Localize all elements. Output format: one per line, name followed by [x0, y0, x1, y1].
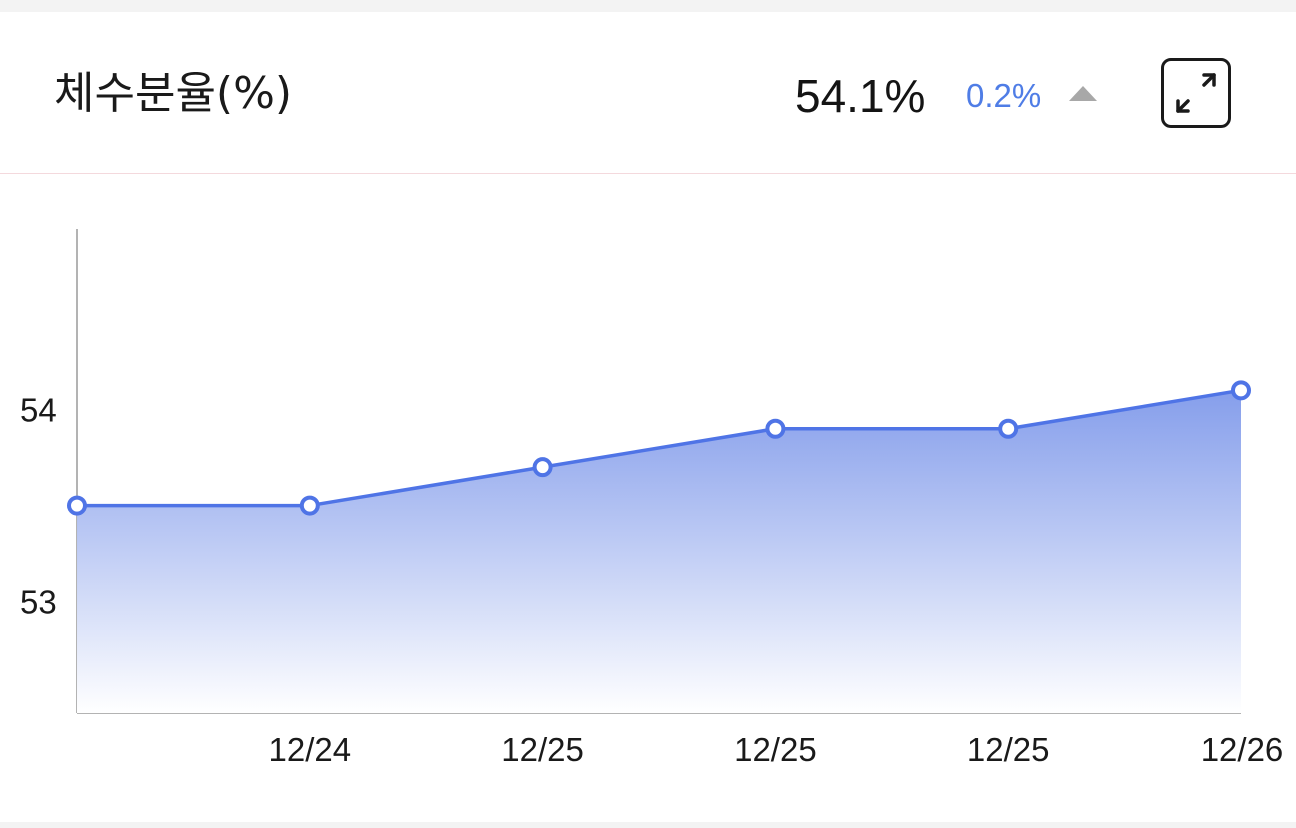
x-tick-label: 12/24 — [269, 731, 352, 768]
y-tick-label: 54 — [20, 392, 57, 429]
x-tick-label: 12/25 — [734, 731, 817, 768]
x-tick-label: 12/25 — [967, 731, 1050, 768]
area-layer — [77, 390, 1241, 713]
data-point[interactable] — [1000, 421, 1016, 437]
data-point[interactable] — [302, 498, 318, 514]
area-fill — [77, 390, 1241, 713]
x-tick-label: 12/25 — [501, 731, 584, 768]
y-tick-labels: 53 54 — [20, 392, 57, 621]
data-point[interactable] — [69, 498, 85, 514]
data-point[interactable] — [535, 459, 551, 475]
x-tick-labels: 12/24 12/25 12/25 12/25 12/26 — [269, 731, 1284, 768]
data-point[interactable] — [1233, 382, 1249, 398]
x-tick-label: 12/26 — [1201, 731, 1284, 768]
y-tick-label: 53 — [20, 584, 57, 621]
data-point[interactable] — [767, 421, 783, 437]
